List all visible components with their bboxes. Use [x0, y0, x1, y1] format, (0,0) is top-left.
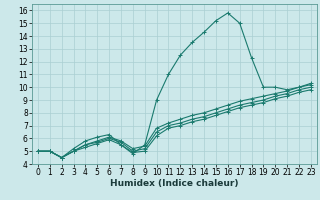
- X-axis label: Humidex (Indice chaleur): Humidex (Indice chaleur): [110, 179, 239, 188]
